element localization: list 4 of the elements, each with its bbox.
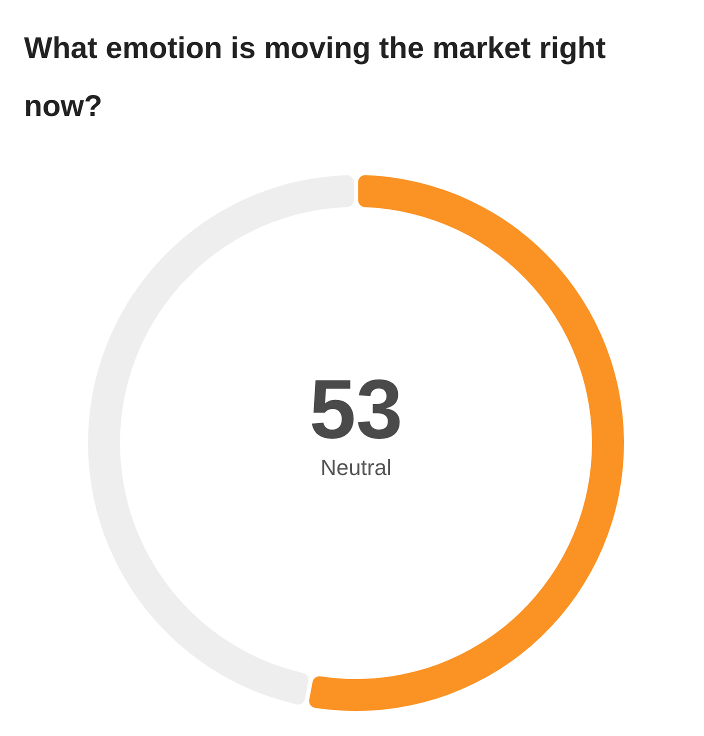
slice-label: Neutral xyxy=(320,455,392,480)
donut-slice xyxy=(309,175,624,711)
data-label: 53 xyxy=(309,362,403,456)
chart-title: What emotion is moving the market right now? xyxy=(24,31,607,125)
